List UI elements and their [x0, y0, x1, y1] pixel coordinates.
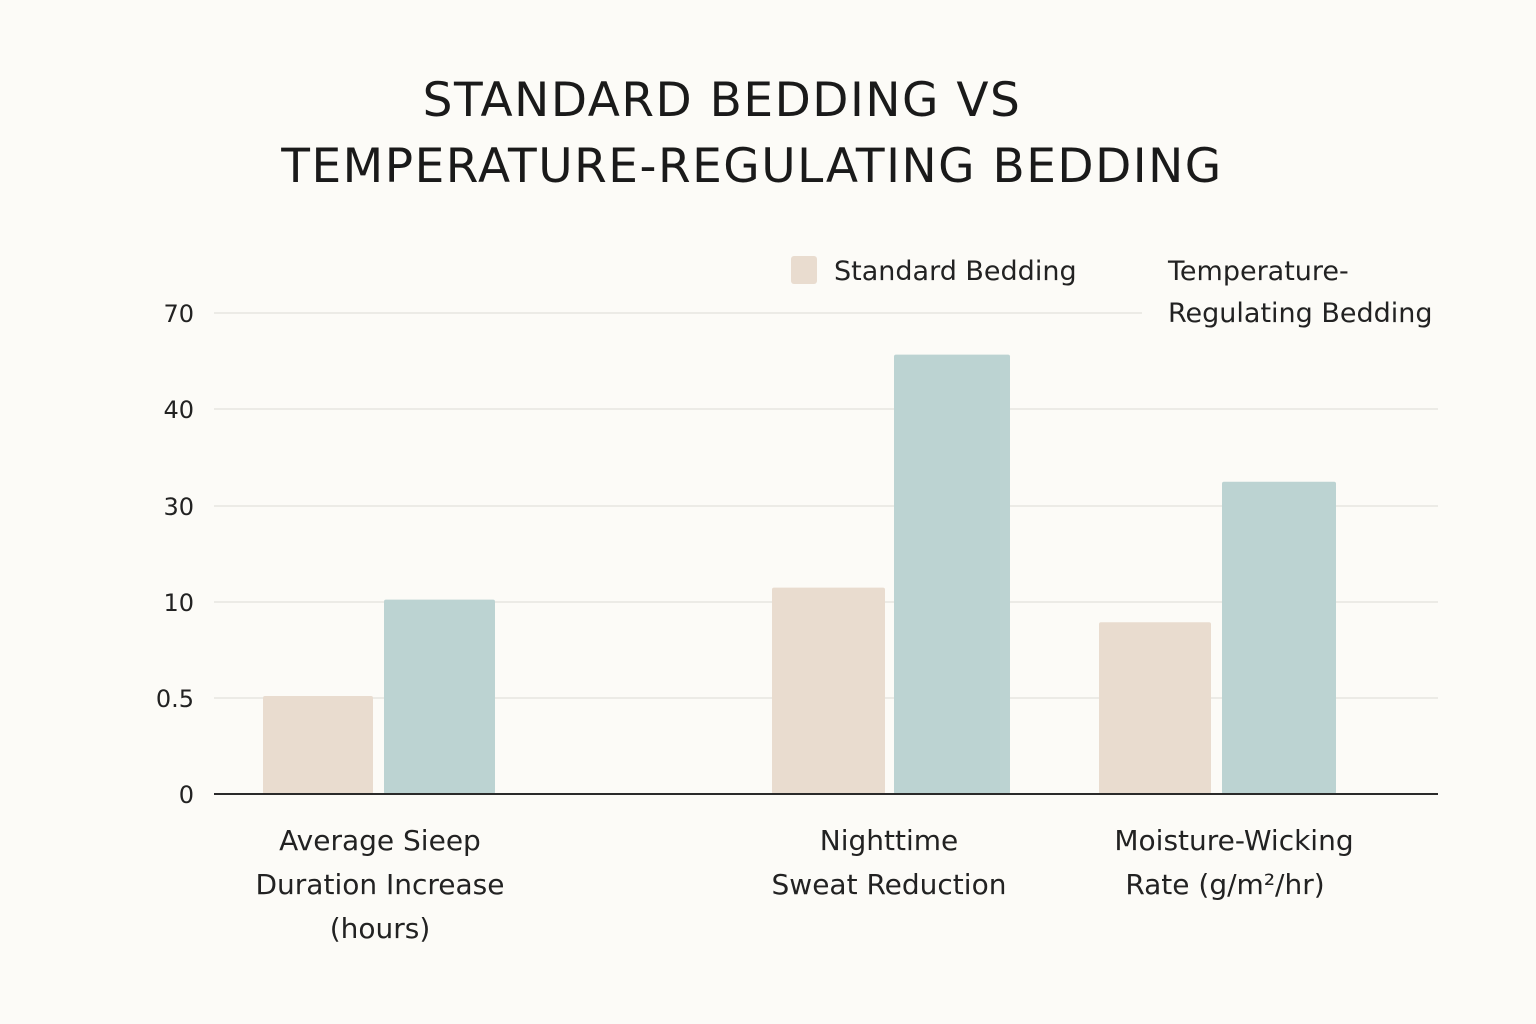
bar-standard-moisture-wicking: [1099, 622, 1211, 794]
bar-standard-sleep-duration: [263, 695, 373, 794]
category-label-sweat-line-2: Sweat Reduction: [772, 868, 1007, 901]
legend-label-temperature-line-1: Temperature-: [1167, 256, 1349, 287]
y-tick-0: 0: [179, 781, 194, 809]
bar-temperature-sleep-duration: [384, 599, 495, 794]
bar-temperature-sweat-reduction: [894, 354, 1010, 794]
chart-title: STANDARD BEDDING VS TEMPERATURE-REGULATI…: [280, 73, 1222, 194]
y-tick-40: 40: [163, 396, 194, 424]
category-label-sleep-line-1: Average Sieep: [279, 824, 481, 857]
category-label-moisture-line-2: Rate (g/m²/hr): [1125, 868, 1324, 901]
category-label-moisture-line-1: Moisture-Wicking: [1114, 824, 1353, 857]
bar-standard-sweat-reduction: [772, 587, 885, 794]
category-label-sleep-line-2: Duration Increase: [255, 868, 504, 901]
legend: Standard Bedding Temperature- Regulating…: [791, 256, 1433, 329]
legend-label-standard: Standard Bedding: [834, 256, 1077, 287]
legend-swatch-standard: [791, 256, 817, 284]
x-axis-labels: Average Sieep Duration Increase (hours) …: [255, 824, 1353, 945]
title-line-1: STANDARD BEDDING VS: [423, 73, 1022, 128]
category-label-sleep-line-3: (hours): [330, 912, 431, 945]
y-tick-30: 30: [163, 493, 194, 521]
y-tick-10: 10: [163, 589, 194, 617]
y-axis-ticks: 0 0.5 10 30 40 70: [156, 300, 194, 809]
bars: [263, 354, 1336, 794]
y-tick-70: 70: [163, 300, 194, 328]
title-line-2: TEMPERATURE-REGULATING BEDDING: [280, 139, 1222, 194]
y-tick-0-5: 0.5: [156, 685, 194, 713]
legend-label-temperature-line-2: Regulating Bedding: [1168, 298, 1433, 329]
category-label-sweat-line-1: Nighttime: [820, 824, 958, 857]
bar-temperature-moisture-wicking: [1222, 481, 1336, 794]
